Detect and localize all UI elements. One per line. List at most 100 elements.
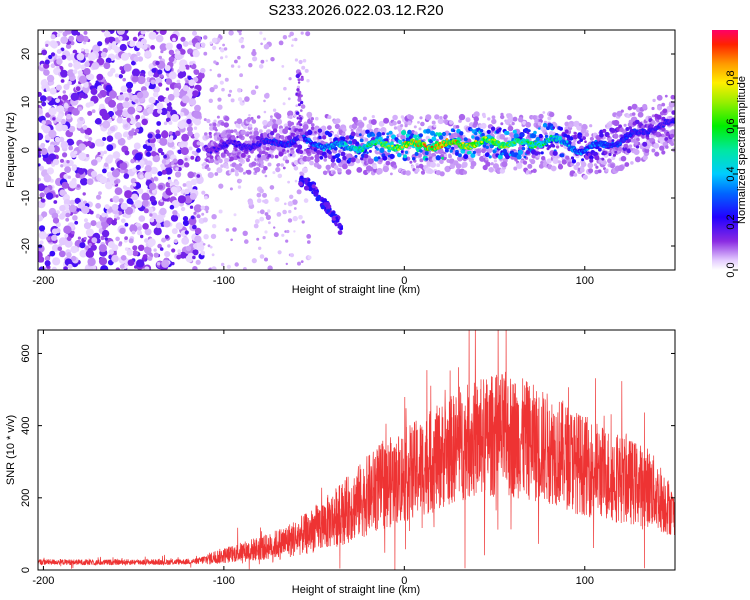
spectrogram-cell (45, 87, 51, 92)
spectrogram-cell (656, 119, 660, 123)
spectrogram-cell (230, 129, 234, 134)
spectrogram-cell (306, 156, 312, 162)
spectrogram-cell (629, 134, 632, 137)
spectrogram-cell (199, 142, 204, 147)
spectrogram-cell (534, 118, 539, 124)
spectrogram-cell (136, 105, 143, 112)
spectrogram-cell (297, 97, 302, 102)
spectrogram-cell (430, 131, 435, 136)
spectrogram-cell (95, 202, 101, 209)
spectrogram-cell (200, 67, 206, 74)
spectrogram-cell (209, 125, 215, 131)
spectrogram-cell (431, 120, 436, 125)
spectrogram-cell (327, 204, 332, 209)
spectrogram-cell (108, 175, 114, 181)
spectrogram-cell (376, 167, 383, 175)
spectrogram-cell (354, 154, 358, 158)
spectrogram-cell (238, 179, 243, 183)
spectrogram-cell (278, 151, 284, 157)
spectrogram-cell (317, 128, 323, 133)
spectrogram-cell (233, 140, 236, 143)
spectrogram-cell (161, 130, 169, 139)
spectrogram-cell (601, 157, 605, 161)
spectrogram-cell (189, 61, 194, 66)
spectrogram-cell (114, 187, 123, 196)
spectrogram-cell (323, 158, 328, 162)
spectrogram-cell (115, 267, 120, 270)
y-tick-label: -20 (20, 238, 32, 254)
spectrogram-cell (225, 165, 229, 169)
spectrogram-cell (234, 172, 239, 177)
spectrogram-cell (66, 113, 72, 120)
spectrogram-cell (270, 115, 273, 118)
spectrogram-cell (152, 154, 161, 163)
spectrogram-cell (646, 136, 649, 140)
spectrogram-cell (493, 138, 496, 142)
spectrogram-cell (112, 195, 120, 203)
spectrogram-cell (249, 131, 253, 135)
spectrogram-cell (407, 129, 412, 135)
spectrogram-cell (608, 152, 612, 157)
spectrogram-cell (178, 64, 186, 72)
spectrogram-cell (196, 214, 201, 219)
spectrogram-cell (182, 183, 187, 187)
spectrogram-cell (111, 254, 119, 263)
spectrogram-cell (415, 168, 420, 173)
spectrogram-cell (95, 80, 99, 84)
spectrogram-cell (322, 170, 328, 176)
spectrogram-cell (38, 231, 47, 240)
spectrogram-cell (301, 65, 306, 70)
spectrogram-cell (142, 223, 149, 230)
spectrogram-cell (284, 230, 287, 233)
spectrogram-cell (286, 140, 290, 144)
spectrogram-cell (306, 234, 312, 239)
spectrogram-cell (293, 37, 298, 42)
spectrogram-cell (212, 224, 217, 229)
spectrogram-cell (449, 120, 454, 125)
spectrogram-cell (99, 108, 108, 117)
spectrogram-cell (459, 131, 464, 136)
spectrogram-cell (298, 181, 303, 187)
spectrogram-cell (118, 198, 124, 204)
spectrogram-cell (267, 120, 273, 127)
spectrogram-cell (177, 249, 182, 254)
spectrogram-cell (76, 208, 80, 212)
spectrogram-cell (300, 94, 303, 98)
spectrogram-cell (577, 134, 582, 139)
spectrogram-cell (262, 192, 267, 198)
spectrogram-cell (388, 130, 393, 135)
spectrogram-cell (310, 117, 314, 121)
spectrogram-cell (295, 73, 300, 79)
spectrogram-cell (438, 135, 444, 140)
spectrogram-cell (95, 118, 102, 125)
spectrogram-cell (588, 168, 594, 174)
spectrogram-cell (366, 151, 369, 154)
spectrogram-cell (189, 192, 197, 200)
spectrogram-cell (293, 207, 297, 210)
spectrogram-cell (277, 163, 281, 167)
spectrogram-cell (522, 120, 527, 125)
spectrogram-cell (194, 132, 200, 139)
spectrogram-cell (181, 95, 190, 104)
spectrogram-cell (100, 51, 107, 58)
spectrogram-cell (91, 159, 98, 166)
spectrogram-cell (299, 150, 304, 154)
spectrogram-cell (102, 120, 111, 129)
spectrogram-cell (261, 154, 267, 161)
spectrogram-cell (70, 245, 78, 254)
spectrogram-cell (52, 117, 56, 121)
spectrogram-cell (76, 184, 81, 188)
spectrogram-cell (343, 128, 347, 132)
spectrogram-cell (651, 120, 656, 125)
spectrogram-cell (252, 56, 258, 62)
spectrogram-cell (104, 204, 110, 210)
spectrogram-cell (455, 163, 462, 169)
spectrogram-cell (326, 202, 330, 206)
spectrogram-cell (217, 97, 222, 102)
spectrogram-cell (250, 116, 254, 120)
spectrogram-cell (267, 209, 271, 213)
spectrogram-cell (344, 142, 348, 145)
spectrogram-cell (118, 94, 125, 101)
spectrogram-cell (148, 31, 157, 40)
spectrogram-cell (270, 131, 275, 136)
